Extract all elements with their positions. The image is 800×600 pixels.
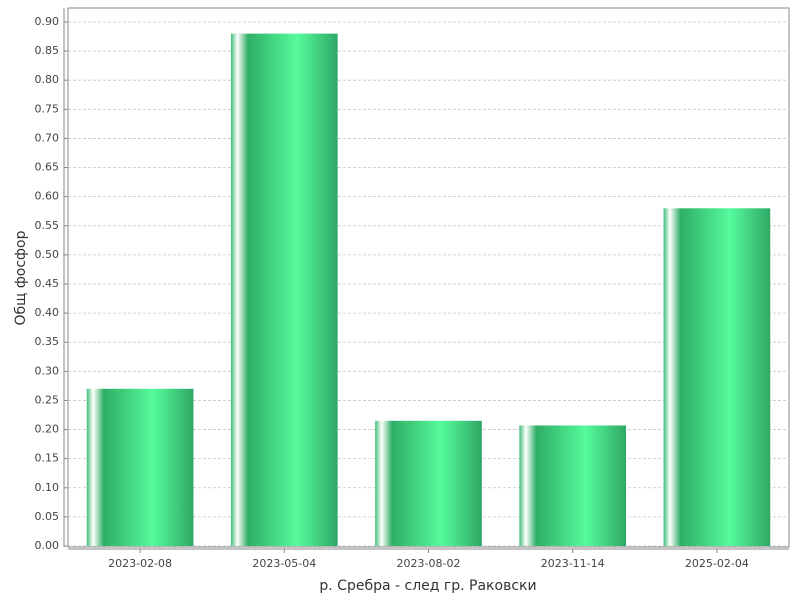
y-tick-label: 0.90: [35, 15, 60, 28]
x-tick-label: 2023-02-08: [108, 557, 172, 570]
y-tick-label: 0.55: [35, 219, 60, 232]
y-tick-label: 0.40: [35, 306, 60, 319]
x-tick-label: 2023-05-04: [252, 557, 316, 570]
y-tick-label: 0.45: [35, 277, 60, 290]
y-tick-label: 0.65: [35, 161, 60, 174]
bar: [375, 420, 482, 546]
bar: [663, 208, 771, 546]
y-tick-label: 0.25: [35, 393, 60, 406]
y-tick-label: 0.75: [35, 102, 60, 115]
y-tick-label: 0.00: [35, 539, 60, 552]
y-tick-label: 0.60: [35, 190, 60, 203]
y-tick-label: 0.50: [35, 248, 60, 261]
y-tick-label: 0.20: [35, 423, 60, 436]
bar: [230, 33, 338, 547]
y-axis-title: Общ фосфор: [13, 230, 29, 325]
x-tick-label: 2025-02-04: [685, 557, 749, 570]
y-tick-label: 0.35: [35, 335, 60, 348]
y-tick-label: 0.85: [35, 44, 60, 57]
y-tick-label: 0.80: [35, 73, 60, 86]
y-tick-label: 0.30: [35, 364, 60, 377]
y-tick-label: 0.05: [35, 510, 60, 523]
y-tick-label: 0.15: [35, 452, 60, 465]
x-tick-label: 2023-11-14: [541, 557, 605, 570]
x-axis-title: р. Сребра - след гр. Раковски: [319, 578, 536, 594]
y-tick-label: 0.10: [35, 481, 60, 494]
bar: [86, 388, 194, 546]
x-tick-label: 2023-08-02: [397, 557, 461, 570]
bar: [519, 425, 627, 546]
y-tick-label: 0.70: [35, 131, 60, 144]
